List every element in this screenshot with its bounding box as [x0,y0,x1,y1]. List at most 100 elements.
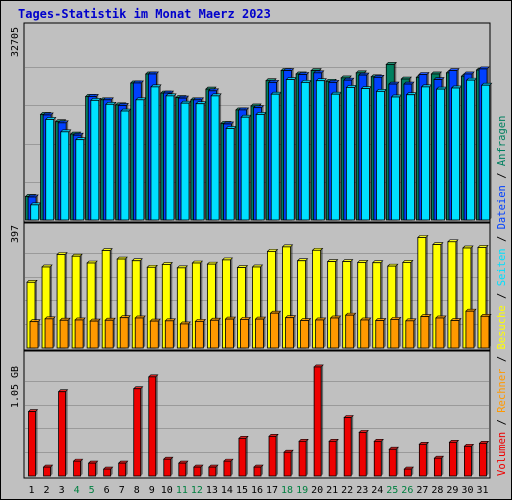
bar-volumen-day-9-face [148,376,157,477]
bar-volumen-day-25-face [388,448,397,477]
bar-volumen-day-18-side [291,450,294,476]
bar-seiten-day-2-face [45,119,55,221]
bar-rechner-day-26 [405,318,417,349]
bar-volumen-day-9 [148,374,159,477]
bar-rechner-day-7-face [119,317,129,349]
bar-volumen-day-15-side [245,436,248,476]
bar-volumen-day-17-face [268,435,277,477]
bar-volumen-day-2-face [43,466,51,477]
bar-seiten-day-19-face [300,81,310,221]
day-label-27: 27 [416,485,428,496]
bar-volumen-day-12-side [200,465,203,476]
day-label-29: 29 [446,485,458,496]
bar-rechner-day-6-face [104,319,114,349]
bar-volumen-day-27-side [426,442,429,476]
bar-rechner-day-21-face [330,317,340,349]
bar-volumen-day-13-face [208,466,217,477]
bar-rechner-day-3-side [68,318,71,348]
legend-item-volumen: Volumen [496,432,508,476]
bar-seiten-day-6 [105,101,117,221]
bar-volumen-day-30-face [464,445,472,477]
bar-rechner-day-27-side [428,314,431,348]
bar-seiten-day-29 [450,85,463,221]
bar-rechner-day-2-side [53,316,56,348]
bar-rechner-day-6 [104,317,116,349]
bar-rechner-day-21 [329,315,342,349]
day-label-12: 12 [191,485,203,496]
bar-seiten-day-22 [345,85,358,221]
bar-volumen-day-25 [388,446,399,477]
bar-volumen-day-20 [313,364,324,477]
bar-rechner-day-18-face [285,317,294,349]
bar-volumen-day-16-side [260,465,263,476]
bar-volumen-day-20-face [313,366,322,477]
bar-rechner-day-11-face [179,323,189,349]
bar-rechner-day-25 [390,317,402,349]
bar-rechner-day-10 [164,318,177,349]
bar-volumen-day-26 [403,466,415,477]
bar-seiten-day-9-face [150,86,160,221]
bar-volumen-day-17 [268,434,279,477]
bar-volumen-day-23-face [358,431,367,477]
bar-rechner-day-14-side [233,317,236,348]
day-label-24: 24 [371,485,383,496]
bar-rechner-day-14 [224,316,237,349]
bar-seiten-day-11-face [180,102,190,221]
bar-rechner-day-29-side [458,318,461,348]
bar-rechner-day-24-face [375,320,385,349]
ytick-label-bottom: 1.05 GB [10,366,21,408]
day-label-21: 21 [326,485,338,496]
bar-rechner-day-17-face [270,312,279,349]
bar-rechner-day-12 [194,319,207,349]
day-label-18: 18 [281,485,293,496]
bar-seiten-day-16 [255,112,267,221]
legend-item-seiten: Seiten [496,248,508,286]
bar-volumen-day-7 [117,460,129,477]
bar-rechner-day-19-face [300,320,309,349]
bar-volumen-day-20-side [321,364,324,476]
chart-panel-bottom [23,350,491,479]
bar-rechner-day-16-side [263,317,266,348]
bar-volumen-day-29-face [449,441,457,477]
bar-rechner-day-5-side [98,319,101,348]
bar-rechner-day-28-side [443,315,446,348]
bar-volumen-day-19-face [298,440,307,477]
bar-seiten-day-26-face [406,94,415,221]
bar-volumen-day-3 [57,389,69,477]
legend-item-besuche: Besuche [496,305,508,349]
day-label-7: 7 [119,485,125,496]
bar-volumen-day-5-face [88,462,97,477]
bar-rechner-day-27 [420,314,432,349]
bar-seiten-day-27 [420,84,433,221]
bar-volumen-day-14 [223,458,234,477]
bar-volumen-day-3-face [58,391,66,477]
bar-rechner-day-10-side [173,318,176,348]
bar-rechner-day-1-face [29,321,39,349]
bar-volumen-day-2 [42,464,54,477]
bar-volumen-day-6-face [103,468,112,477]
bar-volumen-day-27-face [418,443,427,477]
bar-seiten-day-31-face [481,84,491,221]
bar-volumen-day-29-side [456,440,459,476]
day-label-20: 20 [311,485,323,496]
bar-seiten-day-12-face [195,103,205,221]
bar-seiten-day-21 [330,91,343,221]
bar-volumen-day-4-side [80,459,83,476]
bar-seiten-day-16-face [255,113,265,221]
bar-seiten-day-1 [29,202,42,221]
bar-volumen-day-12 [193,464,204,477]
bar-rechner-day-20 [314,317,327,349]
day-label-19: 19 [296,485,308,496]
bar-rechner-day-23-face [360,319,370,349]
bar-rechner-day-5 [89,318,101,349]
bar-volumen-day-4 [72,458,84,477]
bar-seiten-day-24 [375,89,388,221]
bar-rechner-day-31 [480,313,492,349]
bar-seiten-day-21-face [330,93,340,221]
bar-volumen-day-14-face [223,460,232,477]
bar-volumen-day-7-face [118,462,127,477]
bar-seiten-day-25 [390,94,403,221]
bar-seiten-day-14-face [225,128,235,221]
bar-seiten-day-10-face [165,95,175,221]
legend-separator: / [496,413,508,432]
